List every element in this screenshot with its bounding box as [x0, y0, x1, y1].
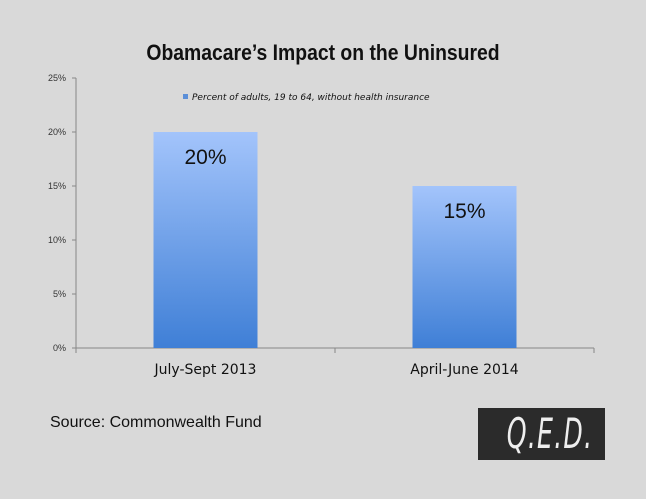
y-tick-label: 0% [53, 343, 66, 353]
source-note: Source: Commonwealth Fund [50, 414, 262, 431]
y-tick-label: 20% [48, 127, 66, 137]
data-label: 15% [443, 200, 485, 223]
qed-logo: Q.E.D. [478, 408, 605, 460]
x-tick-label: April-June 2014 [410, 362, 518, 378]
y-tick-label: 25% [48, 73, 66, 83]
x-tick-label: July-Sept 2013 [154, 362, 257, 378]
bar [153, 132, 258, 348]
chart-title: Obamacare’s Impact on the Uninsured [146, 40, 500, 65]
bar [412, 186, 517, 348]
legend-swatch [183, 94, 188, 99]
y-tick-label: 15% [48, 181, 66, 191]
y-tick-label: 5% [53, 289, 66, 299]
data-label: 20% [184, 146, 226, 169]
legend-label: Percent of adults, 19 to 64, without hea… [192, 93, 430, 103]
y-tick-label: 10% [48, 235, 66, 245]
